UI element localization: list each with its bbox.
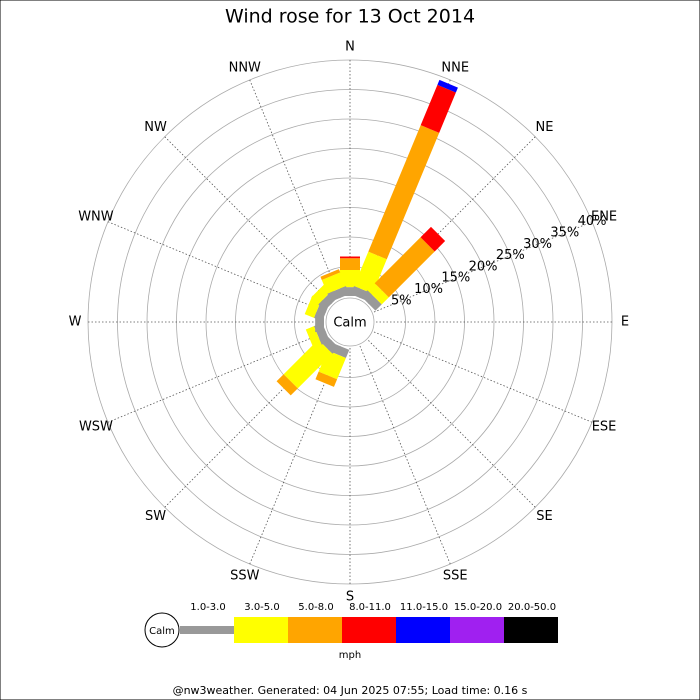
ring-label: 25% bbox=[496, 248, 525, 263]
legend-label: 5.0-8.0 bbox=[298, 602, 333, 613]
wind-segment bbox=[374, 237, 435, 298]
direction-label: NW bbox=[144, 120, 167, 135]
wind-segment bbox=[367, 283, 389, 305]
legend-calm-circle bbox=[144, 612, 180, 648]
spoke bbox=[164, 136, 332, 304]
ring-label: 5% bbox=[391, 293, 412, 308]
direction-label: SW bbox=[145, 509, 166, 524]
legend-label: 11.0-15.0 bbox=[400, 602, 448, 613]
wind-segment bbox=[327, 285, 350, 302]
wind-segment bbox=[340, 270, 360, 288]
ring-label: 30% bbox=[523, 237, 552, 252]
legend-label: 20.0-50.0 bbox=[508, 602, 556, 613]
grid-ring bbox=[264, 236, 436, 408]
wind-segment bbox=[320, 269, 341, 281]
legend-swatch bbox=[234, 617, 288, 643]
wind-segment bbox=[420, 226, 446, 252]
ring-label: 40% bbox=[578, 214, 607, 229]
wind-segment bbox=[305, 326, 322, 348]
legend-swatch bbox=[450, 617, 504, 643]
legend-label: 8.0-11.0 bbox=[349, 602, 391, 613]
wind-segment bbox=[315, 371, 338, 387]
wind-segment bbox=[340, 256, 360, 259]
legend-swatch bbox=[180, 626, 234, 634]
spoke bbox=[249, 79, 341, 299]
legend-label: 3.0-5.0 bbox=[244, 602, 279, 613]
wind-segment bbox=[283, 339, 333, 389]
direction-label: W bbox=[69, 315, 82, 330]
calm-circle bbox=[325, 297, 375, 347]
ring-label: 10% bbox=[414, 282, 443, 297]
wind-segment bbox=[361, 290, 382, 311]
calm-label: Calm bbox=[333, 316, 366, 331]
direction-label: WNW bbox=[78, 209, 114, 224]
spoke bbox=[373, 331, 593, 423]
ring-label: 35% bbox=[550, 226, 579, 241]
direction-label: N bbox=[345, 40, 355, 55]
direction-label: WSW bbox=[79, 420, 113, 435]
wind-segment bbox=[368, 125, 440, 260]
wind-segment bbox=[437, 79, 458, 93]
legend-swatch bbox=[288, 617, 342, 643]
direction-label: ESE bbox=[592, 420, 617, 435]
legend-swatch bbox=[342, 617, 396, 643]
grid-ring bbox=[205, 177, 495, 467]
footer: @nw3weather. Generated: 04 Jun 2025 07:5… bbox=[173, 684, 528, 697]
direction-label: SE bbox=[536, 509, 552, 524]
grid-ring bbox=[146, 118, 554, 526]
legend-label: 1.0-3.0 bbox=[190, 602, 225, 613]
spoke bbox=[368, 340, 536, 508]
spoke bbox=[373, 221, 593, 313]
direction-label: NNE bbox=[441, 60, 469, 75]
wind-segment bbox=[420, 84, 456, 133]
spoke bbox=[107, 331, 327, 423]
wind-segment bbox=[276, 374, 298, 396]
direction-label: NNW bbox=[229, 60, 261, 75]
ring-label: 20% bbox=[469, 259, 498, 274]
legend-swatch bbox=[504, 617, 558, 643]
legend-swatch bbox=[396, 617, 450, 643]
chart-title: Wind rose for 13 Oct 2014 bbox=[225, 6, 475, 28]
legend-calm: Calm bbox=[149, 626, 175, 637]
legend-unit: mph bbox=[339, 650, 361, 661]
wind-segment bbox=[321, 272, 346, 294]
ring-label: 15% bbox=[441, 271, 470, 286]
direction-label: NE bbox=[535, 120, 553, 135]
direction-label: ENE bbox=[591, 209, 617, 224]
wind-segment bbox=[340, 258, 360, 271]
direction-label: E bbox=[621, 315, 629, 330]
spoke bbox=[359, 345, 451, 565]
wind-segment bbox=[354, 251, 387, 294]
direction-label: SSW bbox=[230, 569, 260, 584]
direction-label: SSE bbox=[443, 569, 468, 584]
legend-label: 15.0-20.0 bbox=[454, 602, 502, 613]
spoke bbox=[107, 221, 327, 313]
direction-label: S bbox=[346, 590, 354, 605]
